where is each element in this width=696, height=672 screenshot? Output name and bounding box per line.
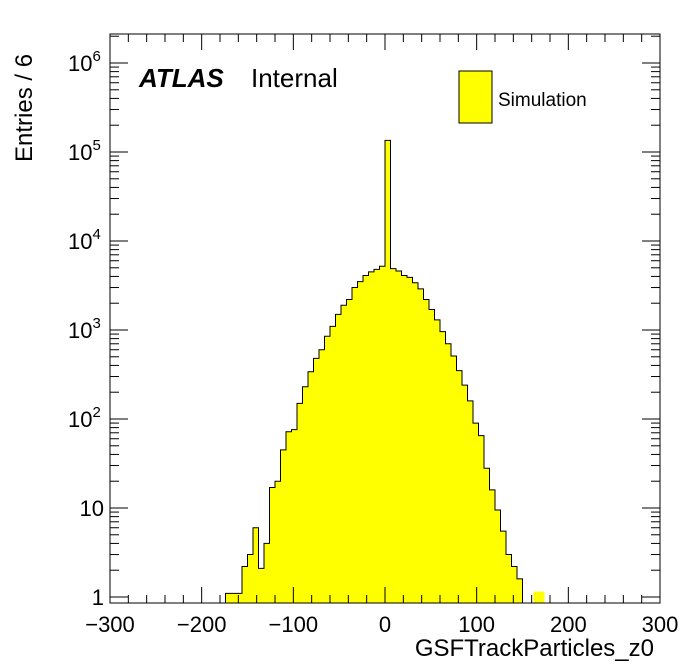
histogram-bar: [412, 282, 418, 603]
histogram-bar: [423, 299, 429, 603]
histogram-bar: [473, 423, 479, 603]
histogram-bar: [242, 566, 248, 603]
histogram-bars: [225, 139, 545, 603]
y-tick-label: 1: [92, 585, 104, 610]
histogram-bar: [357, 281, 363, 603]
histogram-bar: [346, 299, 352, 603]
histogram-bar: [440, 331, 446, 603]
y-tick-label: 10: [80, 496, 104, 521]
histogram-bar: [374, 269, 380, 603]
histogram-bar: [500, 531, 506, 603]
histogram-bar: [401, 275, 407, 603]
histogram-bar: [385, 140, 391, 603]
histogram-bar: [462, 385, 468, 603]
y-tick-label: 105: [68, 137, 101, 165]
histogram-bar: [489, 489, 495, 603]
histogram-bar: [302, 386, 308, 603]
histogram-bar: [297, 403, 303, 603]
histogram-bar: [390, 268, 396, 603]
y-tick-label: 103: [68, 315, 101, 343]
histogram-bar: [264, 543, 270, 603]
histogram-bar: [379, 266, 385, 603]
histogram-bar: [445, 343, 451, 603]
histogram-bar: [225, 593, 231, 603]
y-tick-exponent: 3: [92, 315, 100, 332]
histogram-bar: [429, 309, 435, 603]
histogram-bar: [247, 554, 253, 603]
histogram-bar: [495, 509, 501, 603]
histogram-bar: [308, 371, 314, 603]
histogram-bar: [511, 566, 517, 603]
histogram-bar: [368, 271, 374, 603]
legend-label: Simulation: [498, 90, 587, 111]
histogram-bar: [506, 554, 512, 603]
histogram-bar: [280, 449, 286, 603]
histogram-bar: [286, 431, 292, 603]
x-tick-label: 300: [642, 612, 679, 637]
histogram-bar: [231, 593, 237, 603]
histogram-bar: [396, 271, 402, 603]
x-tick-labels: −300 −200 −100 0 100 200 300: [85, 612, 678, 637]
histogram-bar: [236, 593, 242, 603]
histogram-bar: [484, 468, 490, 603]
histogram-bar: [363, 275, 369, 603]
y-tick-exponent: 6: [92, 48, 100, 65]
histogram-bar: [456, 370, 462, 603]
atlas-label: ATLAS: [138, 63, 224, 93]
histogram-bar: [319, 349, 325, 603]
y-tick-exponent: 4: [92, 226, 100, 243]
y-tick-exponent: 2: [92, 404, 100, 421]
x-tick-label: −100: [269, 612, 319, 637]
y-tick-label: 102: [68, 404, 101, 432]
y-tick-exponent: 5: [92, 137, 100, 154]
histogram-bar: [330, 326, 336, 603]
histogram-bar: [269, 487, 275, 603]
histogram-bar: [324, 336, 330, 603]
histogram-bar: [291, 429, 297, 603]
histogram-bar: [434, 319, 440, 603]
histogram-bar: [467, 400, 473, 603]
y-tick-label: 106: [68, 48, 101, 76]
histogram-bar: [335, 314, 341, 603]
legend: Simulation: [458, 70, 587, 124]
y-axis-title: Entries / 6: [11, 54, 38, 162]
x-tick-label: −200: [177, 612, 227, 637]
histogram-bar: [407, 277, 413, 603]
histogram-bar: [517, 578, 523, 603]
y-tick-label: 104: [68, 226, 101, 254]
histogram-bar: [533, 591, 545, 603]
y-tick-labels: 1 10 102 103 104 105 106: [68, 48, 104, 610]
histogram-bar: [418, 288, 424, 603]
histogram-bar: [478, 435, 484, 603]
internal-label: Internal: [251, 63, 338, 93]
x-tick-label: 100: [458, 612, 495, 637]
histogram-outline: [225, 139, 523, 603]
histogram-bar: [253, 527, 259, 603]
x-axis-title: GSFTrackParticles_z0: [415, 635, 654, 662]
x-tick-label: 0: [379, 612, 391, 637]
x-tick-label: 200: [550, 612, 587, 637]
histogram-bar: [341, 305, 347, 603]
legend-swatch: [458, 70, 493, 124]
histogram-bar: [275, 481, 281, 603]
x-tick-label: −300: [85, 612, 135, 637]
histogram-bar: [258, 568, 264, 603]
histogram-bar: [352, 287, 358, 603]
histogram-bar: [451, 356, 457, 603]
axis-ticks: [109, 34, 661, 603]
histogram-bar: [313, 358, 319, 603]
